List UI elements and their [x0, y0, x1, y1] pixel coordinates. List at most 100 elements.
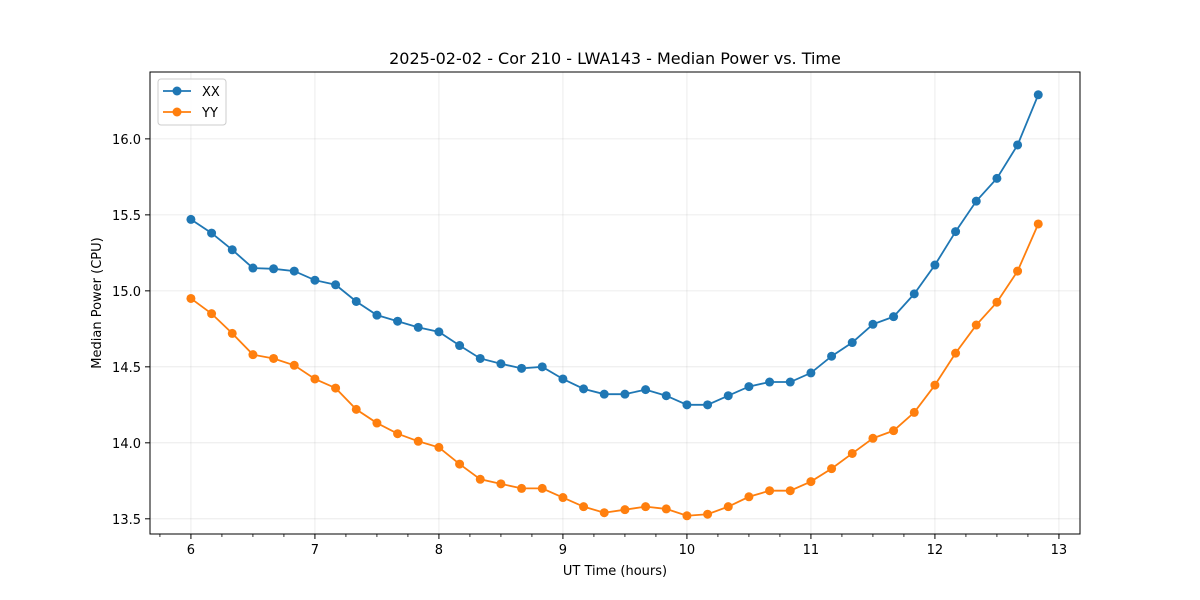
data-point-yy [579, 502, 589, 512]
data-point-yy [248, 350, 258, 360]
data-point-yy [496, 479, 506, 489]
data-point-yy [992, 297, 1002, 307]
data-point-yy [909, 407, 919, 417]
x-tick-label: 12 [927, 543, 944, 558]
x-axis-label: UT Time (hours) [563, 564, 667, 579]
legend-label-yy: YY [201, 106, 218, 121]
data-point-yy [1013, 266, 1023, 276]
data-point-yy [971, 320, 981, 330]
data-point-xx [620, 389, 630, 399]
data-point-yy [723, 502, 733, 512]
data-point-xx [331, 280, 341, 290]
data-point-xx [992, 173, 1002, 183]
data-point-xx [186, 214, 196, 224]
data-point-yy [289, 360, 299, 370]
data-point-xx [827, 351, 837, 361]
data-point-xx [207, 228, 217, 238]
data-point-xx [517, 363, 527, 373]
axis-ticks: 6 7 8 9 10 11 12 13 13.5 14.0 14.5 15.0 15.5 16.0 [112, 133, 1067, 558]
data-point-yy [641, 502, 651, 512]
x-tick-label: 9 [559, 543, 567, 558]
data-point-yy [785, 486, 795, 496]
data-point-xx [723, 391, 733, 401]
series-yy [186, 219, 1043, 521]
data-point-xx [599, 389, 609, 399]
data-point-yy [765, 486, 775, 496]
y-tick-label: 15.0 [112, 285, 141, 300]
data-point-xx [455, 341, 465, 351]
y-tick-label: 14.0 [112, 437, 141, 452]
data-point-xx [434, 327, 444, 337]
data-point-xx [641, 385, 651, 395]
data-point-yy [827, 464, 837, 474]
data-point-xx [889, 312, 899, 322]
data-point-yy [868, 433, 878, 443]
data-point-yy [269, 353, 279, 363]
data-point-xx [289, 266, 299, 276]
y-tick-label: 15.5 [112, 209, 141, 224]
data-point-xx [744, 382, 754, 392]
data-point-xx [393, 316, 403, 326]
data-point-yy [558, 493, 568, 503]
x-tick-label: 13 [1051, 543, 1068, 558]
data-point-yy [930, 380, 940, 390]
x-tick-label: 10 [679, 543, 696, 558]
data-point-xx [1033, 90, 1043, 100]
data-point-xx [661, 391, 671, 401]
data-point-yy [703, 509, 713, 519]
data-point-yy [413, 436, 423, 446]
y-tick-label: 14.5 [112, 361, 141, 376]
data-point-yy [393, 429, 403, 439]
data-point-xx [227, 245, 237, 255]
series-xx [186, 90, 1043, 410]
data-point-xx [765, 377, 775, 387]
grid [150, 72, 1080, 534]
data-point-xx [496, 359, 506, 369]
data-point-yy [186, 293, 196, 303]
y-tick-label: 16.0 [112, 133, 141, 148]
data-point-xx [971, 196, 981, 206]
data-point-yy [951, 348, 961, 358]
y-tick-label: 13.5 [112, 513, 141, 528]
data-point-xx [909, 289, 919, 299]
data-point-xx [310, 275, 320, 285]
data-point-yy [517, 483, 527, 493]
x-tick-label: 11 [803, 543, 820, 558]
data-point-xx [475, 353, 485, 363]
data-point-yy [620, 505, 630, 515]
data-point-xx [703, 400, 713, 410]
x-tick-label: 8 [435, 543, 443, 558]
x-tick-label: 6 [187, 543, 195, 558]
data-point-yy [434, 442, 444, 452]
data-point-yy [661, 504, 671, 514]
data-point-xx [269, 264, 279, 274]
data-point-yy [599, 508, 609, 518]
data-point-xx [558, 374, 568, 384]
data-point-yy [475, 474, 485, 484]
data-point-xx [785, 377, 795, 387]
y-axis-label: Median Power (CPU) [90, 237, 105, 368]
data-point-xx [537, 362, 547, 372]
data-point-xx [579, 384, 589, 394]
data-point-yy [207, 309, 217, 319]
data-point-xx [868, 319, 878, 329]
legend: XX YY [157, 78, 227, 126]
x-tick-label: 7 [311, 543, 319, 558]
data-point-yy [331, 383, 341, 393]
data-point-yy [351, 404, 361, 414]
data-point-xx [248, 263, 258, 273]
data-point-yy [847, 448, 857, 458]
series-group [186, 90, 1043, 521]
data-point-yy [744, 492, 754, 502]
data-point-xx [1013, 140, 1023, 150]
data-point-xx [847, 338, 857, 348]
data-point-xx [413, 322, 423, 332]
plot-frame [149, 71, 1081, 535]
legend-marker-yy [172, 107, 182, 117]
data-point-yy [889, 426, 899, 436]
data-point-yy [1033, 219, 1043, 229]
legend-marker-xx [172, 86, 182, 96]
data-point-yy [537, 483, 547, 493]
chart-title: 2025-02-02 - Cor 210 - LWA143 - Median P… [389, 49, 841, 68]
